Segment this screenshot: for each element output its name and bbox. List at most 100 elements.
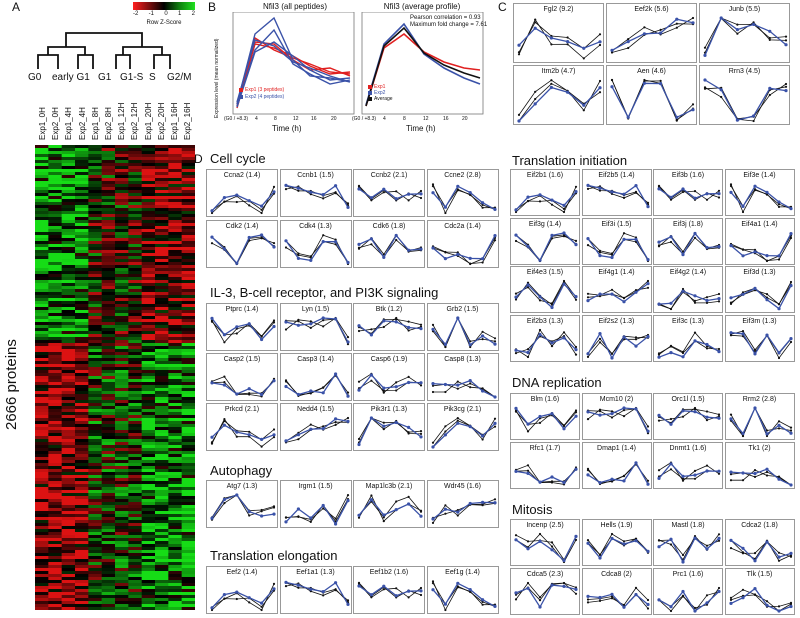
panel-b-left-plot bbox=[232, 12, 355, 115]
profile-label: Casp8 (1.3) bbox=[444, 356, 481, 363]
profile-label: Casp2 (1.5) bbox=[223, 356, 261, 363]
profile-chart: Hells (1.9) bbox=[581, 519, 652, 566]
legend-title: Row Z-Score bbox=[146, 20, 182, 26]
profile-chart: Ccna2 (1.4) bbox=[206, 169, 278, 217]
profile-label: Junb (5.5) bbox=[728, 6, 761, 13]
profile-chart: Rfc1 (1.7) bbox=[510, 442, 580, 489]
group-label: G1-S bbox=[120, 72, 144, 83]
profile-chart: Ptprc (1.4) bbox=[206, 303, 278, 351]
panel-b-letter: B bbox=[208, 0, 217, 14]
panel-b-ylabel: Expression level (mean normalized) bbox=[214, 38, 220, 118]
profile-label: Rrm2 (2.8) bbox=[742, 396, 777, 403]
profile-label: Incenp (2.5) bbox=[526, 522, 564, 529]
x-tick: (G0 / +8.3) bbox=[352, 116, 377, 122]
profile-label: Ccna2 (1.4) bbox=[223, 172, 261, 179]
legend-swatch-average bbox=[368, 97, 372, 101]
legend-swatch-exp2 bbox=[368, 91, 372, 95]
heatmap-legend: -2 -1 0 1 2 Row Z-Score bbox=[133, 2, 195, 32]
profile-label: Tk1 (2) bbox=[748, 445, 771, 452]
profile-label: Ptprc (1.4) bbox=[225, 306, 259, 313]
panel-c-profile: Itm2b (4.7) bbox=[513, 65, 604, 125]
profile-label: Rfc1 (1.7) bbox=[529, 445, 561, 452]
profile-chart: Pik3r1 (1.3) bbox=[353, 403, 425, 451]
panel-b-left-legend-2: Exp2 (4 peptides) bbox=[245, 94, 285, 100]
heatmap-row-label: 2666 proteins bbox=[3, 339, 20, 430]
profile-label: Wdr45 (1.6) bbox=[444, 483, 481, 490]
profile-chart: Tlk (1.5) bbox=[724, 568, 795, 615]
profile-label: Eif4a1 (1.4) bbox=[741, 220, 778, 228]
sample-label: Exp1_8H bbox=[90, 107, 100, 140]
profile-label: Prkcd (2.1) bbox=[224, 406, 260, 413]
panel-c-profile: Aen (4.6) bbox=[606, 65, 697, 125]
profile-chart: Eif3d (1.3) bbox=[724, 266, 795, 313]
sample-label: Exp2_4H bbox=[77, 107, 87, 140]
profile-label: Aen (4.6) bbox=[637, 68, 666, 75]
profile-chart: Eif2b5 (1.4) bbox=[581, 169, 652, 216]
profile-label: Orc1l (1.5) bbox=[671, 396, 705, 403]
profile-label: Ccnb2 (2.1) bbox=[370, 172, 408, 179]
sample-label: Exp1_16H bbox=[170, 102, 179, 140]
profile-chart: Dmap1 (1.4) bbox=[581, 442, 652, 489]
profile-chart: Ccne2 (2.8) bbox=[426, 169, 499, 217]
profile-chart: Cdc2a (1.4) bbox=[426, 220, 499, 268]
group-labels: G0 early G1 G1 G1-S S G2/M bbox=[20, 72, 200, 86]
profile-label: Eif3b (1.6) bbox=[671, 172, 705, 179]
profile-label: Dnmt1 (1.6) bbox=[669, 445, 707, 452]
profile-label: Cdca8 (2) bbox=[601, 571, 632, 578]
profile-label: Eif3e (1.4) bbox=[743, 172, 776, 179]
profile-chart: Eef1b2 (1.6) bbox=[353, 566, 425, 614]
panel-b-note-pearson: Pearson correlation = 0.93 bbox=[410, 15, 481, 21]
heatmap-legend-colorbar bbox=[133, 2, 195, 10]
profile-label: Dmap1 (1.4) bbox=[597, 445, 636, 452]
profile-label: Eef2k (5.6) bbox=[634, 6, 669, 13]
group-label: G0 bbox=[28, 72, 42, 83]
profile-chart: Grb2 (1.5) bbox=[426, 303, 499, 351]
profile-chart: Cdk4 (1.3) bbox=[279, 220, 352, 268]
profile-chart: Casp3 (1.4) bbox=[279, 353, 352, 401]
x-tick: 4 bbox=[383, 116, 386, 122]
x-tick: 4 bbox=[255, 116, 258, 122]
profile-chart: Ccnb2 (2.1) bbox=[353, 169, 425, 217]
panel-b-right-legend-3: Average bbox=[374, 96, 393, 102]
profile-label: Btk (1.2) bbox=[375, 306, 403, 313]
panel-c-profile: Eef2k (5.6) bbox=[606, 3, 697, 63]
heatmap bbox=[35, 145, 195, 610]
profile-label: Eef2 (1.4) bbox=[226, 569, 258, 576]
profile-label: Eif4g2 (1.4) bbox=[669, 269, 707, 276]
sample-label: Exp2_8H bbox=[104, 107, 113, 140]
section-title-dna: DNA replication bbox=[512, 375, 602, 390]
x-tick: 12 bbox=[423, 116, 429, 122]
profile-label: Pik3cg (2.1) bbox=[443, 406, 482, 413]
profile-label: Eif3g (1.4) bbox=[528, 220, 562, 228]
profile-label: Prc1 (1.6) bbox=[672, 571, 704, 578]
sample-label: Exp1_20H bbox=[143, 102, 153, 140]
profile-label: Eef1a1 (1.3) bbox=[296, 569, 335, 576]
legend-swatch-exp1 bbox=[239, 88, 243, 92]
sample-label: Exp2_16H bbox=[183, 102, 193, 140]
profile-label: Casp3 (1.4) bbox=[297, 356, 334, 363]
profile-label: Cdca2 (1.8) bbox=[741, 522, 778, 529]
x-tick: (G0 / +8.3) bbox=[224, 116, 249, 122]
profile-chart: Eif4e3 (1.5) bbox=[510, 266, 580, 313]
section-title-autophagy: Autophagy bbox=[210, 463, 273, 478]
sample-label: Exp2_12H bbox=[130, 102, 140, 140]
section-title-elongation: Translation elongation bbox=[210, 548, 338, 563]
profile-chart: Casp2 (1.5) bbox=[206, 353, 278, 401]
profile-chart: Cdca2 (1.8) bbox=[724, 519, 795, 566]
x-tick: 8 bbox=[403, 116, 406, 122]
profile-label: Eif3d (1.3) bbox=[743, 269, 776, 276]
profile-chart: Eif2b1 (1.6) bbox=[510, 169, 580, 216]
profile-label: Eif2b3 (1.3) bbox=[526, 317, 564, 325]
section-title-mitosis: Mitosis bbox=[512, 502, 553, 517]
profile-label: Eif4g1 (1.4) bbox=[598, 269, 635, 276]
panel-b-note-fold: Maximum fold change = 7.61 bbox=[410, 22, 488, 28]
group-label: S bbox=[149, 72, 156, 83]
panel-b-left-xticks: (G0 / +8.3) 4 8 12 16 20 bbox=[224, 116, 356, 124]
panel-b-right-xticks: (G0 / +8.3) 4 8 12 16 20 bbox=[352, 116, 484, 124]
profile-label: Mastl (1.8) bbox=[671, 522, 705, 529]
legend-tick: 2 bbox=[191, 11, 195, 17]
profile-chart: Wdr45 (1.6) bbox=[426, 480, 499, 528]
legend-tick: 0 bbox=[164, 11, 168, 17]
sample-label: Exp1_4H bbox=[64, 107, 74, 140]
group-label: G2/M bbox=[167, 72, 192, 83]
